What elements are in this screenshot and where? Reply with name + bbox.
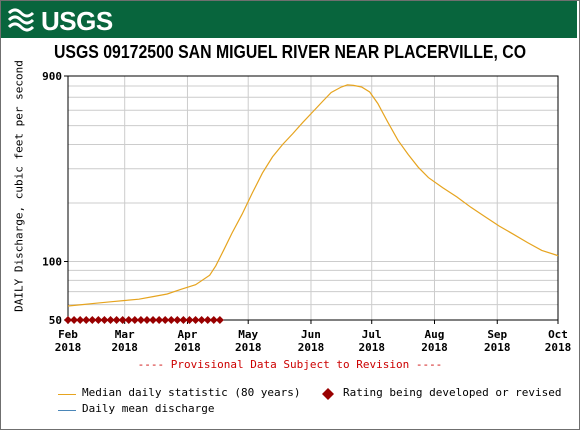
rating-marker [167, 316, 176, 324]
rating-marker [142, 316, 151, 324]
chart-title: USGS 09172500 SAN MIGUEL RIVER NEAR PLAC… [53, 42, 527, 62]
legend-daily-mean-swatch [58, 410, 76, 411]
x-tick-month-label: Oct [548, 328, 568, 341]
x-tick-month-label: Mar [115, 328, 135, 341]
x-tick-month-label: Sep [487, 328, 507, 341]
x-tick-year-label: 2018 [111, 341, 138, 354]
x-tick-year-label: 2018 [358, 341, 385, 354]
rating-marker [88, 316, 97, 324]
provisional-notice: ---- Provisional Data Subject to Revisio… [137, 358, 443, 371]
plot-border [67, 75, 559, 321]
header-banner: USGS [1, 1, 577, 38]
rating-marker [106, 316, 115, 324]
x-tick-month-label: May [238, 328, 258, 341]
rating-marker [197, 316, 206, 324]
rating-marker [149, 316, 158, 324]
rating-marker [173, 316, 182, 324]
rating-marker [209, 316, 218, 324]
x-tick-year-label: 2018 [484, 341, 511, 354]
x-tick-year-label: 2018 [545, 341, 572, 354]
usgs-logo: USGS [7, 5, 127, 36]
rating-marker [179, 316, 188, 324]
rating-marker [76, 316, 85, 324]
rating-marker [130, 316, 139, 324]
x-tick-year-label: 2018 [55, 341, 82, 354]
x-tick-year-label: 2018 [298, 341, 325, 354]
legend-median-swatch [58, 394, 76, 395]
x-tick-year-label: 2018 [235, 341, 262, 354]
x-tick-month-label: Feb [58, 328, 78, 341]
median-series-line [67, 84, 559, 307]
rating-marker [124, 316, 133, 324]
rating-marker [118, 316, 127, 324]
rating-marker [70, 316, 79, 324]
x-tick-year-label: 2018 [421, 341, 448, 354]
x-tick-month-label: Apr [178, 328, 198, 341]
rating-marker [82, 316, 91, 324]
plot-area [68, 76, 558, 320]
x-tick-month-label: Jun [301, 328, 321, 341]
usgs-logo-text: USGS [41, 6, 113, 36]
rating-marker [161, 316, 170, 324]
rating-marker [136, 316, 145, 324]
rating-marker [191, 316, 200, 324]
y-tick-label: 900 [42, 70, 62, 83]
rating-marker [155, 316, 164, 324]
rating-marker [94, 316, 103, 324]
legend-daily-mean-label: Daily mean discharge [82, 402, 215, 415]
y-tick-label: 50 [49, 314, 62, 327]
rating-marker [215, 316, 224, 324]
rating-marker [64, 316, 72, 324]
rating-marker [185, 316, 194, 324]
rating-marker [112, 316, 121, 324]
legend-rating-diamond-icon [322, 388, 334, 400]
x-tick-year-label: 2018 [174, 341, 201, 354]
legend-rating-label: Rating being developed or revised [343, 386, 562, 399]
legend-median-label: Median daily statistic (80 years) [82, 386, 301, 399]
rating-marker [203, 316, 212, 324]
rating-marker [100, 316, 109, 324]
x-tick-month-label: Aug [425, 328, 445, 341]
y-tick-label: 100 [42, 255, 62, 268]
x-tick-month-label: Jul [362, 328, 382, 341]
usgs-wave-icon [7, 8, 35, 32]
